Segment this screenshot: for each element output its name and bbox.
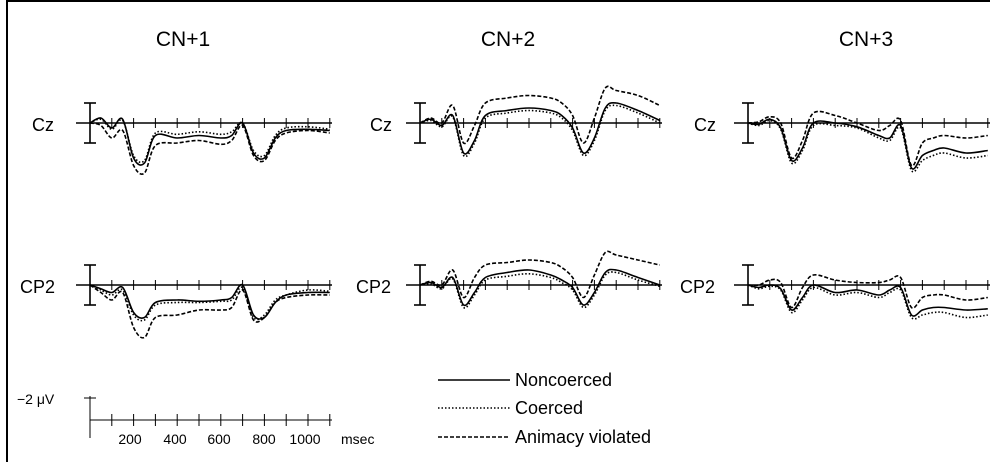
waveform-CN3-cp2-noncoerced: [747, 284, 988, 317]
waveform-CN2-cp2-noncoerced: [419, 268, 661, 307]
scale-ticks: [89, 414, 331, 426]
waveforms-layer: [89, 85, 988, 339]
legend: Noncoerced Coerced Animacy violated: [438, 370, 651, 447]
scale-tick-400: 400: [163, 431, 187, 447]
legend-label-noncoerced: Noncoerced: [515, 370, 612, 390]
scale-tick-200: 200: [118, 431, 142, 447]
panel-title-cn1: CN+1: [156, 28, 210, 51]
waveform-CN2-cp2-coerced: [419, 271, 661, 309]
channel-label-cp2-2: CP2: [356, 277, 391, 297]
scale-unit-label: msec: [341, 431, 374, 447]
waveform-CN3-cz-animacy-violated: [747, 110, 988, 167]
waveform-CN3-cp2-animacy-violated: [747, 274, 988, 309]
scale-tick-1000: 1000: [289, 431, 320, 447]
legend-label-animacy-violated: Animacy violated: [515, 427, 651, 447]
waveform-CN2-cz-coerced: [419, 104, 661, 158]
waveform-CN3-cp2-coerced: [747, 284, 988, 320]
channel-label-cz-3: Cz: [694, 115, 716, 135]
legend-label-coerced: Coerced: [515, 398, 583, 418]
figure-frame: [6, 0, 990, 462]
scale-tick-600: 600: [207, 431, 231, 447]
panel-title-cn3: CN+3: [839, 28, 893, 51]
channel-label-cz-2: Cz: [370, 115, 392, 135]
waveform-CN1-cp2-coerced: [89, 284, 330, 322]
waveform-CN2-cz-noncoerced: [419, 101, 661, 155]
axes-layer: [76, 102, 990, 306]
waveform-CN3-cz-coerced: [747, 119, 988, 173]
waveform-CN1-cp2-noncoerced: [89, 283, 330, 320]
scale-tick-800: 800: [252, 431, 276, 447]
waveform-CN1-cz-coerced: [89, 118, 330, 164]
channel-label-cp2-1: CP2: [20, 277, 55, 297]
waveform-CN1-cz-noncoerced: [89, 117, 330, 166]
scale-amplitude-label: −2 μV: [17, 391, 55, 407]
channel-label-cp2-3: CP2: [680, 277, 715, 297]
channel-label-cz-1: Cz: [32, 115, 54, 135]
scale-bar: −2 μV 200 400 600 800 1000 msec: [17, 391, 374, 447]
waveform-CN2-cp2-animacy-violated: [419, 250, 660, 299]
waveform-CN2-cz-animacy-violated: [419, 85, 661, 145]
panel-title-cn2: CN+2: [481, 28, 535, 51]
waveform-CN1-cz-animacy-violated: [89, 122, 330, 176]
